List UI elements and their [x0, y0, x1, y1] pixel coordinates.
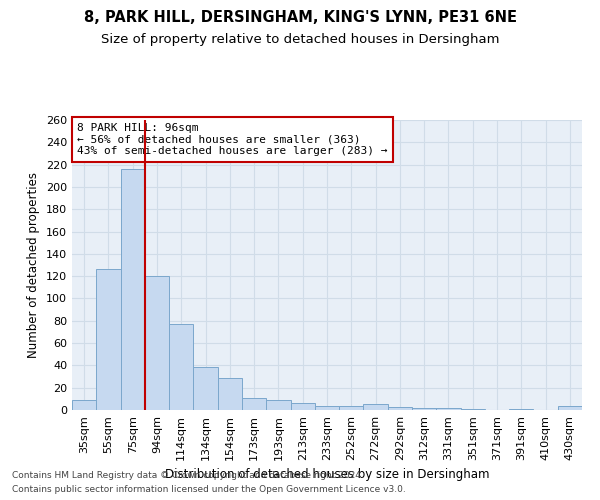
Bar — [169, 324, 193, 410]
Bar — [412, 408, 436, 410]
Bar — [290, 404, 315, 410]
X-axis label: Distribution of detached houses by size in Dersingham: Distribution of detached houses by size … — [165, 468, 489, 481]
Bar — [266, 400, 290, 410]
Bar — [339, 406, 364, 410]
Bar — [218, 378, 242, 410]
Bar — [72, 400, 96, 410]
Text: Contains HM Land Registry data © Crown copyright and database right 2024.: Contains HM Land Registry data © Crown c… — [12, 470, 364, 480]
Bar — [461, 409, 485, 410]
Bar — [388, 406, 412, 410]
Bar — [315, 406, 339, 410]
Bar — [558, 406, 582, 410]
Bar — [145, 276, 169, 410]
Bar — [121, 169, 145, 410]
Text: 8, PARK HILL, DERSINGHAM, KING'S LYNN, PE31 6NE: 8, PARK HILL, DERSINGHAM, KING'S LYNN, P… — [83, 10, 517, 25]
Text: 8 PARK HILL: 96sqm
← 56% of detached houses are smaller (363)
43% of semi-detach: 8 PARK HILL: 96sqm ← 56% of detached hou… — [77, 123, 388, 156]
Y-axis label: Number of detached properties: Number of detached properties — [28, 172, 40, 358]
Text: Size of property relative to detached houses in Dersingham: Size of property relative to detached ho… — [101, 32, 499, 46]
Bar — [436, 408, 461, 410]
Text: Contains public sector information licensed under the Open Government Licence v3: Contains public sector information licen… — [12, 486, 406, 494]
Bar — [242, 398, 266, 410]
Bar — [509, 409, 533, 410]
Bar — [364, 404, 388, 410]
Bar — [96, 270, 121, 410]
Bar — [193, 366, 218, 410]
